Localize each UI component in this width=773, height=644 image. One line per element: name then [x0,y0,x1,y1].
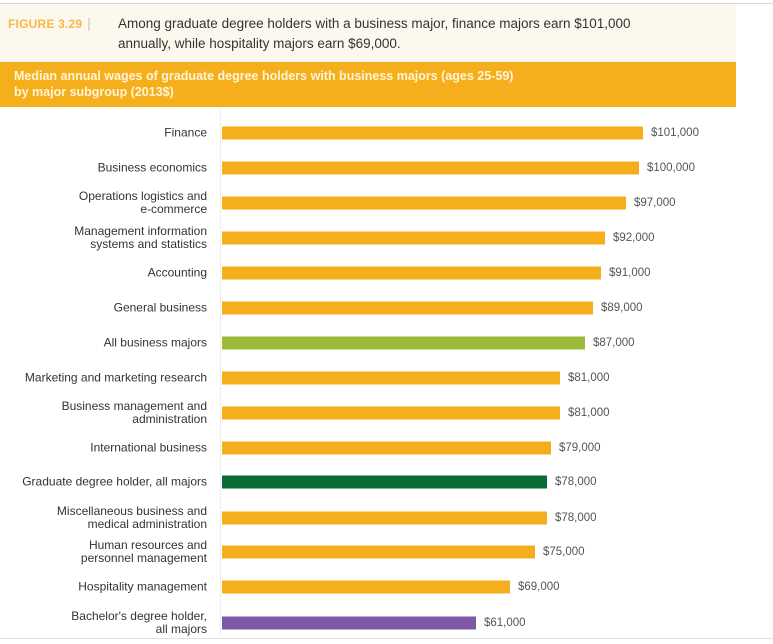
chart-row: Human resources and personnel management $… [0,535,773,569]
category-label-line2: personnel management [80,551,207,565]
category-label: Graduate degree holder, all majors [0,474,207,489]
bar [222,126,643,140]
bar [222,511,547,525]
category-label-line1: Finance [164,125,207,140]
y-axis-line [220,108,221,634]
category-label-line1: Hospitality management [78,579,207,594]
chart-title: Median annual wages of graduate degree h… [14,68,714,100]
category-label-line1: Marketing and marketing research [24,370,207,385]
category-label-line1: Business management and [61,399,207,413]
value-label: $87,000 [593,337,635,349]
category-label-line1: Miscellaneous business and [56,504,207,518]
figure-label: FIGURE 3.29 [8,17,83,31]
chart-title-line2: by major subgroup (2013$) [14,85,174,99]
bar [222,196,626,210]
bar [222,371,560,385]
value-label: $61,000 [484,617,526,629]
chart-row: Miscellaneous business and medical admini… [0,501,773,535]
category-label-line2: all majors [155,622,207,636]
category-label-line2: medical administration [87,517,207,531]
figure-caption: Among graduate degree holders with a bus… [118,14,718,54]
category-label-line1: Operations logistics and [78,189,207,203]
value-label: $100,000 [647,162,695,174]
category-label: Business management and administration [0,400,207,426]
category-label: Miscellaneous business and medical admini… [0,505,207,531]
bar [222,475,547,489]
value-label: $69,000 [518,581,560,593]
chart-row: Finance $101,000 [0,116,773,150]
category-label-line1: Accounting [147,265,207,280]
category-label: Human resources and personnel management [0,539,207,565]
chart-row: All business majors $87,000 [0,326,773,360]
category-label: Finance [0,125,207,140]
category-label: Marketing and marketing research [0,370,207,385]
bar [222,301,593,315]
category-label-line1: International business [90,440,207,455]
bottom-rule [0,638,773,639]
figure-separator: | [87,16,91,31]
bar [222,406,560,420]
chart-row: General business $89,000 [0,291,773,325]
category-label-line1: Graduate degree holder, all majors [22,474,207,489]
chart-title-line1: Median annual wages of graduate degree h… [14,69,514,83]
category-label: All business majors [0,335,207,350]
category-label-line1: Management information [74,224,207,238]
value-label: $78,000 [555,476,597,488]
chart-row: Business management and administration $81… [0,396,773,430]
value-label: $91,000 [609,267,651,279]
bar [222,545,535,559]
chart-row: Business economics $100,000 [0,151,773,185]
value-label: $78,000 [555,512,597,524]
value-label: $92,000 [613,232,655,244]
figure-label-line: FIGURE 3.29 | [8,14,97,34]
bar [222,441,551,455]
chart-row: Management information systems and statis… [0,221,773,255]
category-label: International business [0,440,207,455]
top-rule [0,3,773,4]
category-label-line2: systems and statistics [90,237,207,251]
bar [222,616,476,630]
value-label: $101,000 [651,127,699,139]
category-label: Bachelor's degree holder, all majors [0,610,207,636]
value-label: $97,000 [634,197,676,209]
category-label: Accounting [0,265,207,280]
chart-row: Operations logistics and e-commerce $97,00… [0,186,773,220]
chart-row: International business $79,000 [0,431,773,465]
category-label: Business economics [0,160,207,175]
figure-caption-line1: Among graduate degree holders with a bus… [118,16,631,31]
category-label-line1: Human resources and [88,538,207,552]
chart-row: Hospitality management $69,000 [0,570,773,604]
value-label: $81,000 [568,407,610,419]
bar [222,336,585,350]
category-label: Operations logistics and e-commerce [0,190,207,216]
category-label-line2: administration [132,412,207,426]
category-label: Management information systems and statis… [0,225,207,251]
chart-row: Graduate degree holder, all majors $78,00… [0,465,773,499]
value-label: $79,000 [559,442,601,454]
value-label: $75,000 [543,546,585,558]
chart-row: Marketing and marketing research $81,000 [0,361,773,395]
category-label-line1: Business economics [97,160,207,175]
value-label: $81,000 [568,372,610,384]
category-label-line1: Bachelor's degree holder, [71,609,207,623]
category-label: Hospitality management [0,579,207,594]
chart-row: Bachelor's degree holder, all majors $61,0… [0,606,773,640]
category-label-line2: e-commerce [140,202,207,216]
bar [222,580,510,594]
chart-row: Accounting $91,000 [0,256,773,290]
category-label-line1: All business majors [103,335,207,350]
bar [222,266,601,280]
chart-title-band: Median annual wages of graduate degree h… [0,62,736,107]
value-label: $89,000 [601,302,643,314]
bar [222,161,639,175]
bar [222,231,605,245]
category-label-line1: General business [113,300,207,315]
figure-caption-line2: annually, while hospitality majors earn … [118,36,401,51]
category-label: General business [0,300,207,315]
